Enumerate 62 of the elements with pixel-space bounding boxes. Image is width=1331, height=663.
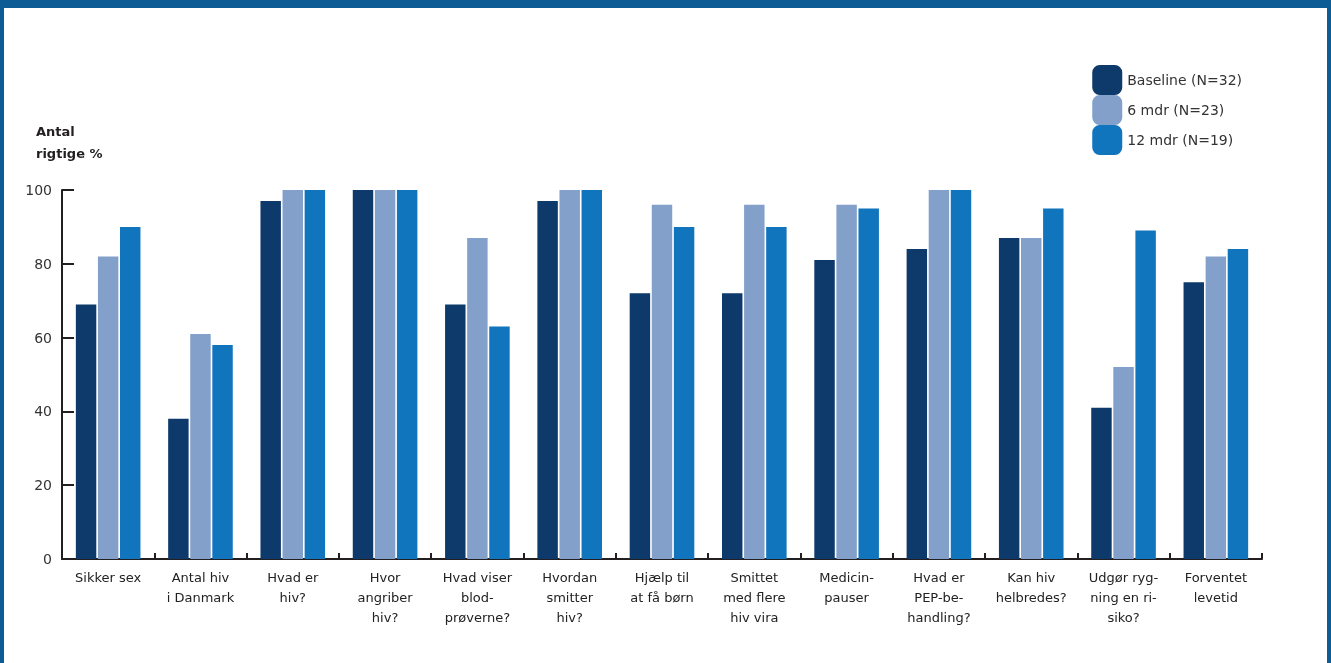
y-tick-label: 40 bbox=[34, 403, 52, 420]
bar bbox=[559, 190, 580, 559]
bar bbox=[1113, 367, 1134, 559]
bar bbox=[998, 237, 1020, 559]
y-tick-label: 100 bbox=[25, 182, 52, 198]
bar bbox=[1091, 407, 1112, 559]
bar bbox=[190, 333, 211, 559]
bar bbox=[928, 190, 950, 559]
bar bbox=[75, 304, 97, 559]
bar bbox=[651, 204, 673, 559]
y-tick-label: 20 bbox=[34, 477, 52, 494]
bar bbox=[489, 326, 510, 559]
bar bbox=[260, 201, 281, 559]
x-tick-label: Hvad viser blod- prøverne? bbox=[442, 569, 513, 625]
bar bbox=[168, 418, 189, 559]
bar bbox=[814, 260, 835, 559]
bar bbox=[396, 190, 418, 559]
bar bbox=[722, 293, 743, 559]
legend-label: 6 mdr (N=23) bbox=[1127, 102, 1225, 118]
bar bbox=[120, 226, 141, 559]
y-tick-label: 80 bbox=[34, 255, 52, 272]
bar bbox=[97, 256, 119, 559]
bar bbox=[629, 293, 651, 559]
bar bbox=[673, 226, 695, 559]
bar bbox=[537, 201, 558, 559]
bar bbox=[836, 204, 857, 559]
x-tick-label: Medicin- pauser bbox=[819, 569, 875, 605]
bar bbox=[1183, 282, 1204, 559]
legend-label: 12 mdr (N=19) bbox=[1127, 132, 1234, 148]
x-tick-label: Hvor angriber hiv? bbox=[357, 569, 414, 625]
bar bbox=[352, 190, 374, 559]
bar bbox=[766, 226, 787, 559]
bar bbox=[1205, 256, 1227, 559]
x-tick-label: Hjælp til at få børn bbox=[630, 569, 694, 605]
bar bbox=[1227, 249, 1249, 559]
bar bbox=[212, 344, 233, 559]
bar bbox=[744, 204, 765, 559]
bar bbox=[445, 304, 466, 559]
x-tick-label: Smittet med flere hiv vira bbox=[723, 569, 786, 625]
bar bbox=[1135, 230, 1156, 559]
bar bbox=[304, 190, 326, 559]
bar bbox=[374, 190, 396, 559]
bar bbox=[906, 249, 928, 559]
x-tick-label: Hvad er hiv? bbox=[267, 569, 319, 605]
x-tick-label: Sikker sex bbox=[75, 569, 142, 585]
x-tick-label: Antal hiv i Danmark bbox=[166, 569, 235, 605]
bar bbox=[1021, 237, 1042, 559]
bar bbox=[1043, 208, 1064, 559]
bar bbox=[581, 190, 602, 559]
bar bbox=[950, 190, 972, 559]
x-tick-label: Hvad er PEP-be- handling? bbox=[907, 569, 971, 625]
y-tick-label: 0 bbox=[43, 551, 52, 567]
x-tick-label: Udgør ryg- ning en ri- siko? bbox=[1088, 569, 1159, 625]
y-axis-title: Antal rigtige % bbox=[36, 123, 103, 161]
bar bbox=[282, 190, 303, 559]
legend-label: Baseline (N=32) bbox=[1127, 72, 1242, 88]
bar bbox=[467, 237, 488, 559]
x-tick-label: Hvordan smitter hiv? bbox=[542, 569, 598, 625]
bar bbox=[858, 208, 879, 559]
x-tick-label: Forventet levetid bbox=[1184, 569, 1248, 605]
y-tick-label: 60 bbox=[34, 329, 52, 346]
x-tick-label: Kan hiv helbredes? bbox=[995, 569, 1067, 605]
